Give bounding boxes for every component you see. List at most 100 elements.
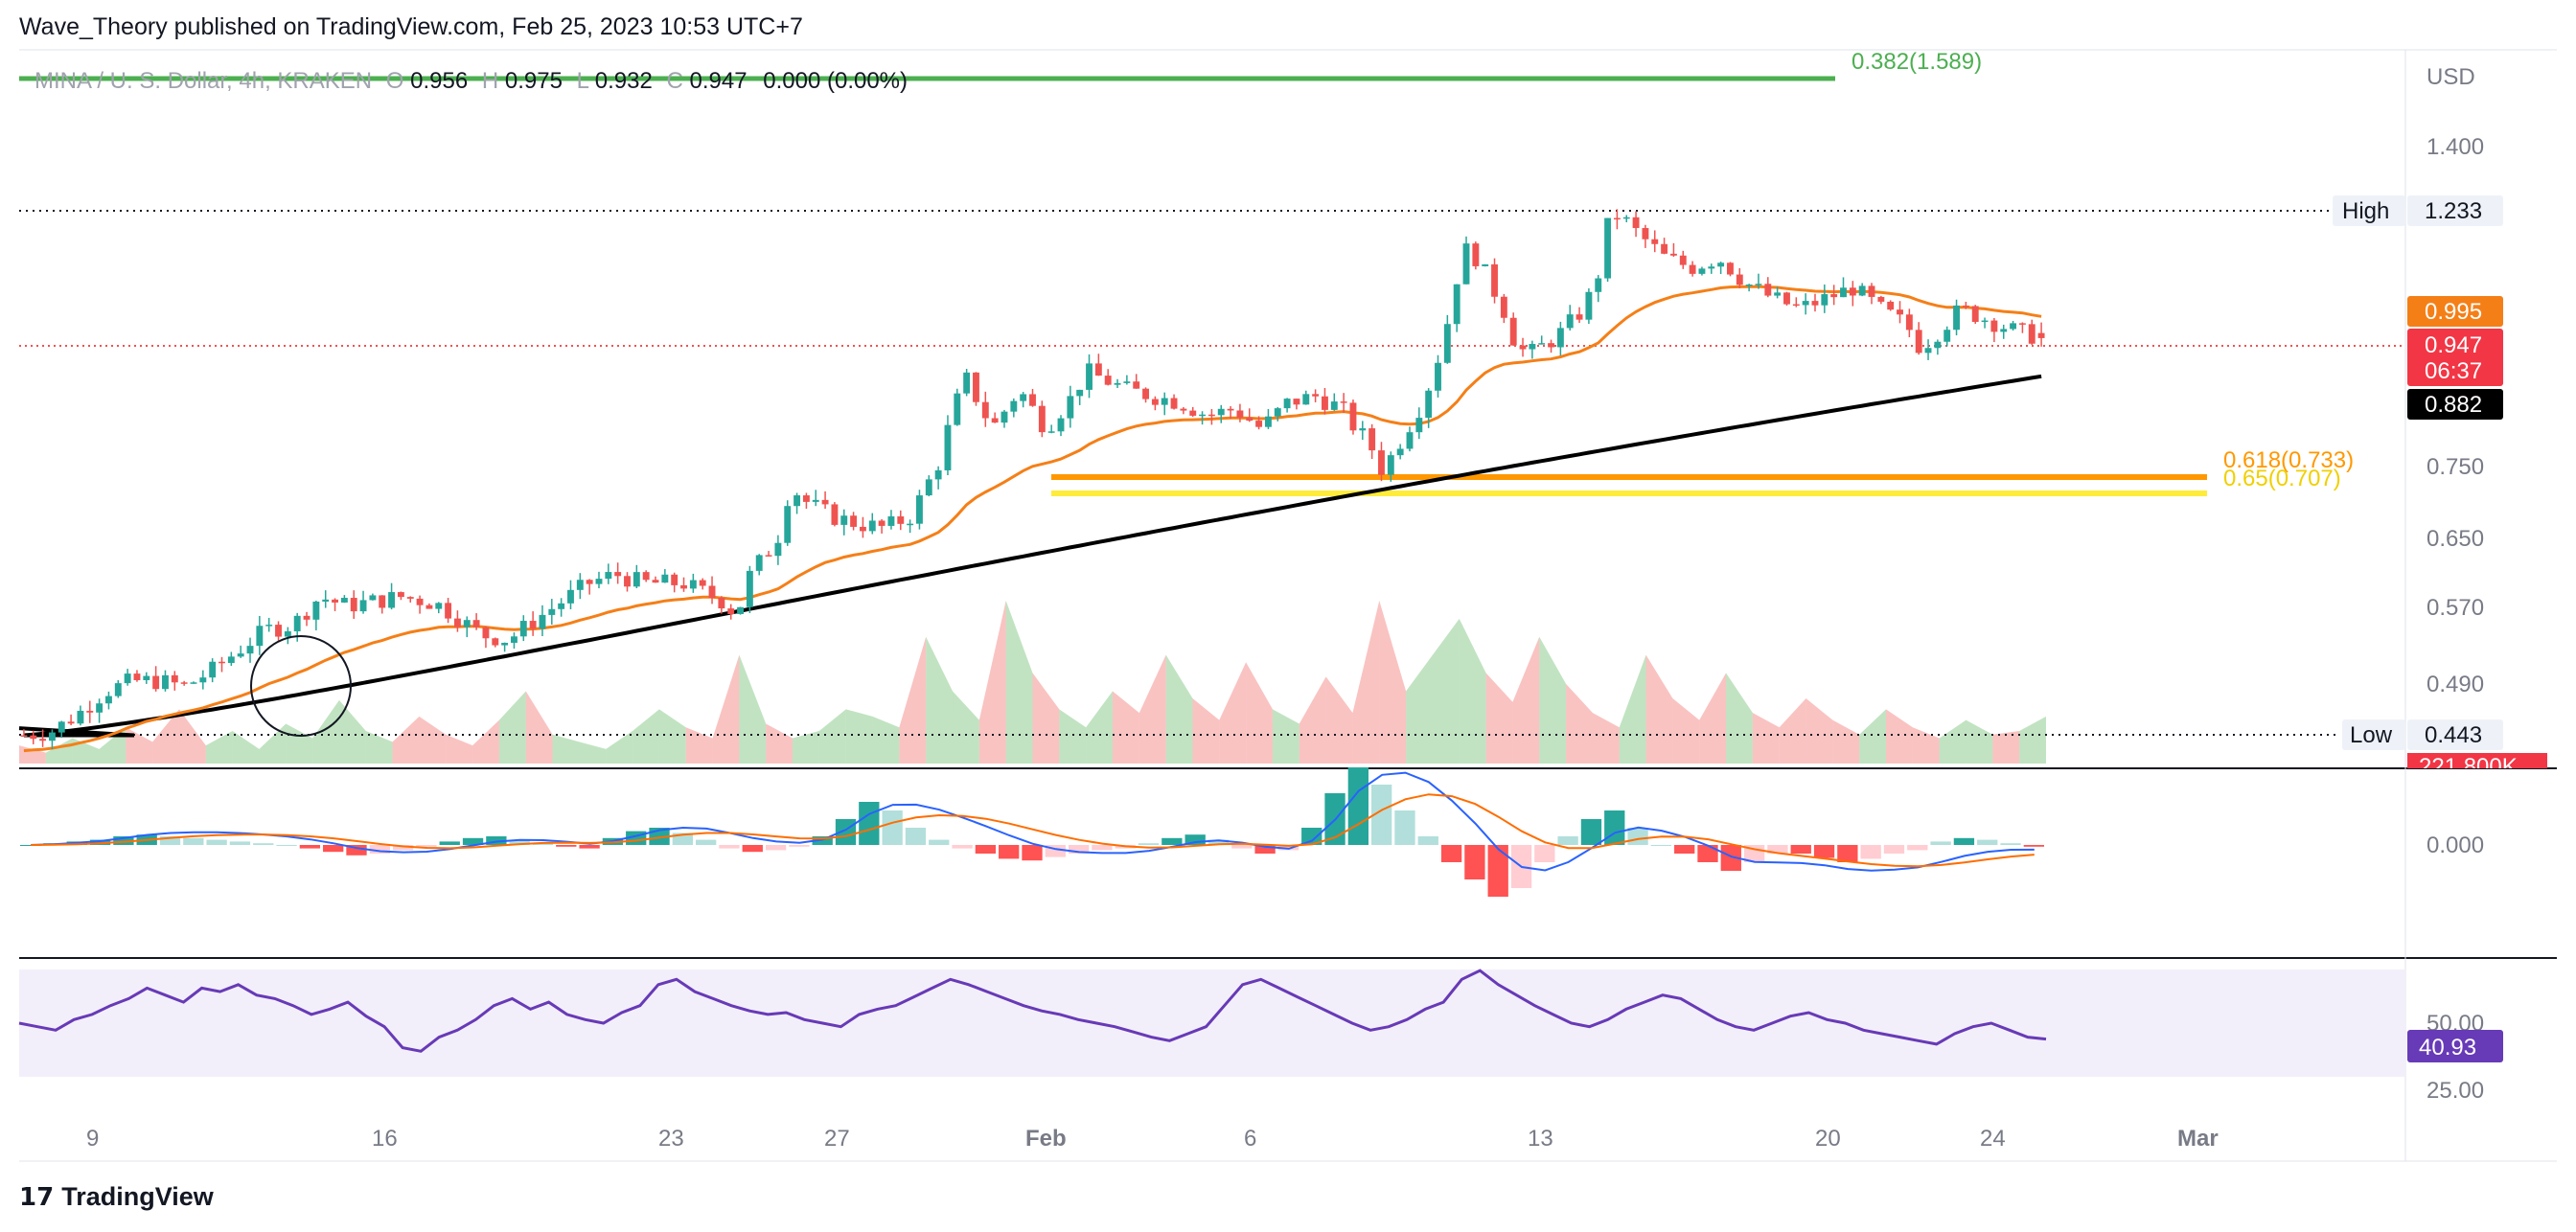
candle[interactable]: [1519, 337, 1527, 357]
candle[interactable]: [689, 573, 697, 593]
candle[interactable]: [1462, 236, 1470, 285]
candle[interactable]: [1114, 378, 1121, 389]
candle[interactable]: [482, 626, 490, 649]
candle[interactable]: [1915, 322, 1922, 355]
candle[interactable]: [1142, 387, 1149, 403]
candle[interactable]: [1944, 326, 1951, 347]
candle[interactable]: [605, 563, 612, 584]
ema-long-line[interactable]: [18, 374, 2042, 738]
ema-short-line[interactable]: [23, 285, 2042, 753]
candle[interactable]: [1227, 405, 1234, 420]
candle[interactable]: [1698, 266, 1706, 276]
candle[interactable]: [1548, 339, 1554, 354]
candle[interactable]: [359, 590, 367, 614]
candle[interactable]: [1962, 302, 1969, 309]
candle[interactable]: [379, 595, 386, 614]
candle[interactable]: [67, 714, 75, 726]
candle[interactable]: [1057, 415, 1065, 437]
candle[interactable]: [1981, 317, 1989, 329]
candle[interactable]: [472, 613, 480, 630]
candle[interactable]: [1585, 287, 1593, 325]
candle[interactable]: [680, 577, 687, 592]
candle[interactable]: [209, 658, 217, 683]
candle[interactable]: [1330, 393, 1338, 411]
candle[interactable]: [567, 580, 574, 609]
candle[interactable]: [1302, 390, 1310, 405]
candle[interactable]: [435, 602, 443, 614]
candle[interactable]: [227, 651, 235, 667]
candle[interactable]: [774, 535, 782, 565]
candle[interactable]: [1293, 399, 1300, 410]
candle[interactable]: [114, 679, 122, 698]
candle[interactable]: [1094, 354, 1102, 376]
candle[interactable]: [1208, 408, 1215, 425]
candle[interactable]: [1717, 262, 1725, 275]
candle[interactable]: [1425, 388, 1433, 428]
candle[interactable]: [501, 642, 509, 652]
candle[interactable]: [1435, 354, 1441, 398]
candle[interactable]: [2037, 322, 2045, 347]
candle[interactable]: [426, 603, 433, 609]
candle[interactable]: [859, 516, 866, 538]
candle[interactable]: [1020, 392, 1027, 408]
candle[interactable]: [1727, 262, 1734, 277]
candle[interactable]: [463, 616, 471, 638]
candle[interactable]: [539, 605, 546, 637]
candle[interactable]: [812, 490, 819, 507]
candle[interactable]: [784, 500, 792, 546]
candle[interactable]: [1038, 400, 1046, 438]
candle[interactable]: [868, 513, 876, 535]
candle[interactable]: [519, 615, 527, 642]
candle[interactable]: [30, 730, 37, 744]
candle[interactable]: [453, 610, 461, 632]
candle[interactable]: [171, 671, 178, 691]
candle[interactable]: [1651, 230, 1659, 253]
candle[interactable]: [1669, 242, 1677, 258]
candle[interactable]: [850, 512, 858, 531]
candle[interactable]: [511, 632, 518, 650]
candle[interactable]: [1368, 423, 1376, 460]
candle[interactable]: [1783, 291, 1790, 306]
candle[interactable]: [256, 615, 264, 655]
candle[interactable]: [58, 720, 65, 739]
candle[interactable]: [77, 705, 84, 726]
candle[interactable]: [246, 637, 254, 663]
candle[interactable]: [1905, 308, 1913, 338]
candle[interactable]: [124, 669, 131, 686]
candle[interactable]: [558, 598, 565, 617]
candle[interactable]: [963, 369, 971, 397]
footer-branding[interactable]: 17 TradingView: [19, 1182, 214, 1212]
candle[interactable]: [1387, 451, 1394, 482]
candle[interactable]: [492, 637, 499, 648]
candle[interactable]: [445, 598, 452, 624]
candle[interactable]: [1415, 407, 1423, 440]
candle[interactable]: [802, 492, 810, 509]
candle[interactable]: [1868, 283, 1875, 305]
candle[interactable]: [1538, 335, 1546, 345]
candle[interactable]: [1689, 261, 1696, 277]
candle[interactable]: [981, 391, 989, 427]
candle[interactable]: [275, 621, 282, 641]
candle[interactable]: [1802, 293, 1809, 315]
candle[interactable]: [2010, 320, 2017, 331]
candle[interactable]: [1453, 284, 1460, 332]
candle[interactable]: [1613, 209, 1621, 230]
candle[interactable]: [332, 598, 338, 611]
candle[interactable]: [1509, 312, 1517, 346]
candle[interactable]: [1604, 217, 1612, 283]
candle[interactable]: [1576, 307, 1583, 323]
rsi-line[interactable]: [18, 969, 2047, 1053]
candle[interactable]: [1877, 295, 1885, 305]
candle[interactable]: [369, 593, 377, 601]
candle[interactable]: [925, 475, 932, 497]
candle[interactable]: [897, 510, 905, 531]
candle[interactable]: [1378, 442, 1385, 482]
candle[interactable]: [416, 595, 424, 614]
candle[interactable]: [2028, 319, 2036, 346]
candle[interactable]: [973, 372, 979, 406]
candle[interactable]: [1924, 339, 1932, 360]
candle[interactable]: [1491, 258, 1498, 304]
candle[interactable]: [1897, 301, 1903, 324]
candle[interactable]: [1047, 424, 1055, 434]
candle[interactable]: [1396, 444, 1404, 460]
